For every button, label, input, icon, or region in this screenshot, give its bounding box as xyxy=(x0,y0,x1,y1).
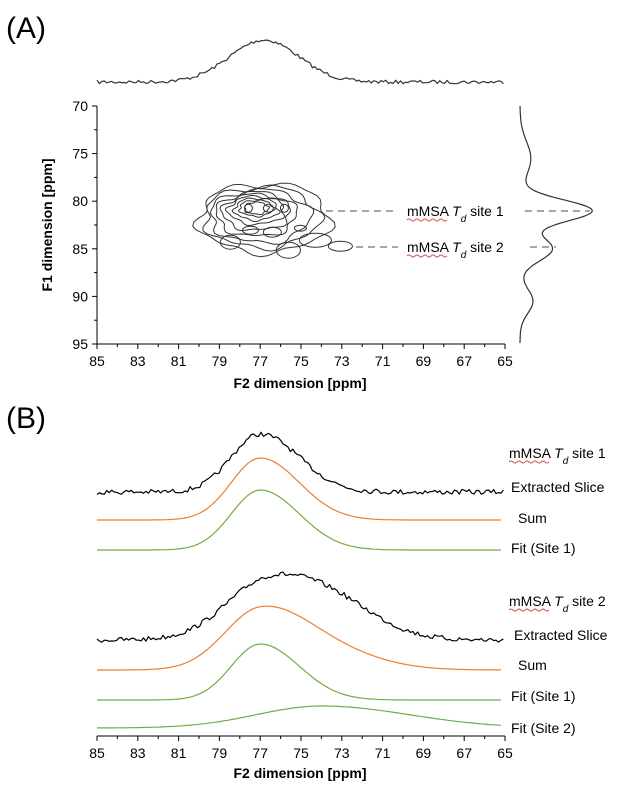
g1-label-extracted: Extracted Slice xyxy=(511,479,605,495)
f2-a-tick-label-4: 77 xyxy=(252,353,268,369)
annotation-site2: mMSA Td site 2 xyxy=(407,239,504,261)
spellcheck-underline-3 xyxy=(508,460,550,464)
f2-b-tick-label-7: 71 xyxy=(375,745,391,761)
f1-tick-label-3: 85 xyxy=(72,241,88,257)
top-projection-trace xyxy=(96,39,504,85)
f2-axis-title-a: F2 dimension [ppm] xyxy=(234,375,367,391)
contour-feature-2 xyxy=(327,240,353,252)
f1-tick-label-4: 90 xyxy=(72,288,88,304)
contour-feature-3 xyxy=(219,234,241,250)
trace-g2-3 xyxy=(97,705,501,729)
spellcheck-underline-4 xyxy=(508,608,550,612)
spellcheck-underline-1 xyxy=(406,218,448,222)
f2-b-tick-label-10: 65 xyxy=(497,745,513,761)
f2-b-tick-label-2: 81 xyxy=(171,745,187,761)
trace-g2-0 xyxy=(96,571,504,643)
f2-a-tick-label-10: 65 xyxy=(497,353,513,369)
f2-a-tick-label-9: 67 xyxy=(456,353,472,369)
f1-tick-label-1: 75 xyxy=(72,146,88,162)
spellcheck-underline-2 xyxy=(406,254,448,258)
f2-b-tick-label-9: 67 xyxy=(456,745,472,761)
g2-label-fit1: Fit (Site 1) xyxy=(511,688,576,704)
contour-ring-8 xyxy=(243,201,271,216)
trace-g2-1 xyxy=(97,605,501,671)
panel-b-label: (B) xyxy=(6,402,46,435)
contour-feature-1 xyxy=(298,232,332,248)
side-projection-trace xyxy=(519,106,593,343)
g2-label-extracted: Extracted Slice xyxy=(514,627,608,643)
contour-feature-0 xyxy=(275,241,301,259)
f1-ticks: 70 75 80 85 90 95 xyxy=(72,98,97,352)
f2-a-tick-label-3: 79 xyxy=(212,353,228,369)
panel-a-label: (A) xyxy=(6,12,46,45)
annotation-site1: mMSA Td site 1 xyxy=(407,203,504,225)
contour-ring-0 xyxy=(192,182,336,258)
f2-a-tick-label-6: 73 xyxy=(334,353,350,369)
contour-ring-6 xyxy=(231,197,281,222)
f1-tick-label-2: 80 xyxy=(72,193,88,209)
g1-label-fit1: Fit (Site 1) xyxy=(511,540,576,556)
f2-b-tick-label-3: 79 xyxy=(212,745,228,761)
f2-a-tick-label-2: 81 xyxy=(171,353,187,369)
contour-feature-6 xyxy=(293,224,307,232)
group2-title: mMSA Td site 2 xyxy=(509,593,606,615)
f2-a-tick-label-5: 75 xyxy=(293,353,309,369)
group1-title: mMSA Td site 1 xyxy=(509,445,606,467)
f2-ticks-b: 85 83 81 79 77 75 73 71 69 67 65 xyxy=(89,736,513,761)
f2-a-tick-label-1: 83 xyxy=(130,353,146,369)
contour-ring-3 xyxy=(215,190,298,237)
f2-ticks-a: 85 83 81 79 77 75 73 71 69 67 65 xyxy=(89,344,513,369)
contour-ring-5 xyxy=(224,194,286,227)
contour-ring-1 xyxy=(202,184,326,252)
g2-label-sum: Sum xyxy=(518,657,547,673)
f2-a-tick-label-0: 85 xyxy=(89,353,105,369)
f2-a-tick-label-8: 69 xyxy=(416,353,432,369)
contour-feature-5 xyxy=(241,225,259,235)
trace-g2-2 xyxy=(97,643,501,701)
f2-b-tick-label-0: 85 xyxy=(89,745,105,761)
contour-feature-8 xyxy=(243,203,253,213)
f2-b-tick-label-8: 69 xyxy=(416,745,432,761)
f2-a-tick-label-7: 71 xyxy=(375,353,391,369)
g2-label-fit2: Fit (Site 2) xyxy=(511,720,576,736)
contour-feature-7 xyxy=(262,203,274,213)
contour-feature-4 xyxy=(262,226,282,238)
f2-b-tick-label-6: 73 xyxy=(334,745,350,761)
g1-label-sum: Sum xyxy=(518,510,547,526)
f2-b-tick-label-1: 83 xyxy=(130,745,146,761)
trace-g1-2 xyxy=(97,489,501,551)
contour-ring-7 xyxy=(237,199,276,218)
f2-b-tick-label-5: 75 xyxy=(293,745,309,761)
panel-b-traces xyxy=(96,431,504,729)
f2-axis-title-b: F2 dimension [ppm] xyxy=(234,765,367,781)
f1-axis-title: F1 dimension [ppm] xyxy=(39,159,55,292)
contour-plot xyxy=(192,182,353,259)
contour-feature-9 xyxy=(279,203,289,213)
trace-g1-0 xyxy=(96,431,504,495)
trace-g1-1 xyxy=(97,457,501,521)
f2-b-tick-label-4: 77 xyxy=(252,745,268,761)
f1-tick-label-5: 95 xyxy=(72,336,88,352)
f1-tick-label-0: 70 xyxy=(72,98,88,114)
